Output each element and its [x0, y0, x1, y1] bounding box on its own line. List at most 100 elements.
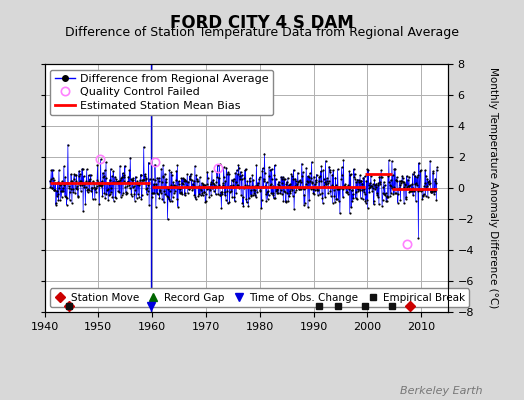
Point: [76, 171, 84, 178]
Point: [245, 175, 254, 182]
Point: [225, 170, 233, 177]
Point: [129, 183, 138, 189]
Point: [426, 158, 434, 164]
Point: [206, 180, 215, 187]
Point: [129, 175, 137, 181]
Point: [91, 185, 100, 192]
Point: [211, 183, 219, 190]
Point: [155, 195, 163, 202]
Point: [136, 179, 144, 185]
Point: [308, 159, 316, 165]
Point: [271, 195, 279, 202]
Point: [205, 184, 214, 190]
Point: [315, 174, 323, 181]
Point: [178, 191, 187, 197]
Point: [312, 171, 321, 178]
Point: [119, 190, 127, 196]
Point: [422, 172, 430, 179]
Point: [413, 172, 422, 178]
Point: [220, 164, 228, 171]
Point: [138, 177, 147, 184]
Point: [195, 174, 204, 180]
Point: [126, 176, 135, 182]
Point: [371, 186, 379, 192]
Point: [374, 180, 383, 186]
Point: [260, 150, 269, 157]
Point: [241, 182, 249, 188]
Point: [115, 189, 124, 195]
Point: [249, 187, 258, 194]
Point: [270, 162, 279, 168]
Point: [360, 189, 368, 195]
Point: [200, 188, 209, 195]
Point: [396, 197, 405, 203]
Point: [414, 188, 422, 194]
Point: [385, 157, 393, 164]
Point: [182, 184, 191, 190]
Point: [296, 177, 304, 184]
Point: [326, 188, 335, 194]
Point: [121, 162, 129, 169]
Point: [137, 196, 146, 203]
Point: [354, 186, 362, 192]
Point: [232, 179, 240, 186]
Point: [168, 172, 176, 178]
Point: [429, 170, 437, 177]
Point: [92, 184, 100, 191]
Point: [60, 163, 68, 170]
Point: [291, 183, 300, 190]
Point: [330, 193, 339, 199]
Point: [204, 184, 213, 190]
Point: [295, 185, 303, 192]
Point: [378, 197, 387, 203]
Point: [432, 197, 441, 204]
Point: [221, 192, 229, 198]
Point: [420, 190, 428, 197]
Point: [334, 185, 342, 192]
Point: [382, 198, 390, 204]
Point: [315, 191, 324, 198]
Point: [199, 181, 208, 188]
Point: [211, 191, 220, 198]
Point: [388, 158, 396, 164]
Point: [188, 177, 196, 183]
Point: [163, 184, 171, 190]
Point: [299, 169, 307, 176]
Point: [305, 196, 313, 203]
Point: [276, 184, 284, 190]
Point: [68, 178, 77, 185]
Point: [64, 183, 73, 189]
Point: [348, 198, 357, 204]
Point: [139, 177, 147, 184]
Point: [298, 172, 307, 179]
Point: [192, 196, 200, 202]
Point: [124, 179, 132, 185]
Point: [172, 177, 180, 184]
Point: [342, 184, 350, 191]
Point: [427, 189, 435, 195]
Point: [237, 192, 245, 198]
Point: [340, 182, 348, 189]
Point: [363, 197, 371, 203]
Point: [66, 196, 74, 203]
Point: [117, 191, 126, 198]
Point: [299, 186, 308, 192]
Point: [362, 178, 370, 184]
Point: [51, 202, 60, 208]
Point: [316, 168, 325, 175]
Point: [71, 190, 79, 196]
Point: [203, 169, 212, 175]
Point: [428, 188, 436, 194]
Point: [58, 178, 66, 184]
Point: [347, 187, 356, 193]
Point: [57, 188, 65, 194]
Point: [96, 156, 105, 163]
Point: [217, 205, 225, 211]
Point: [335, 186, 344, 192]
Point: [406, 182, 414, 189]
Point: [134, 181, 143, 187]
Point: [297, 186, 305, 192]
Point: [67, 186, 75, 193]
Point: [391, 176, 400, 183]
Point: [430, 177, 439, 184]
